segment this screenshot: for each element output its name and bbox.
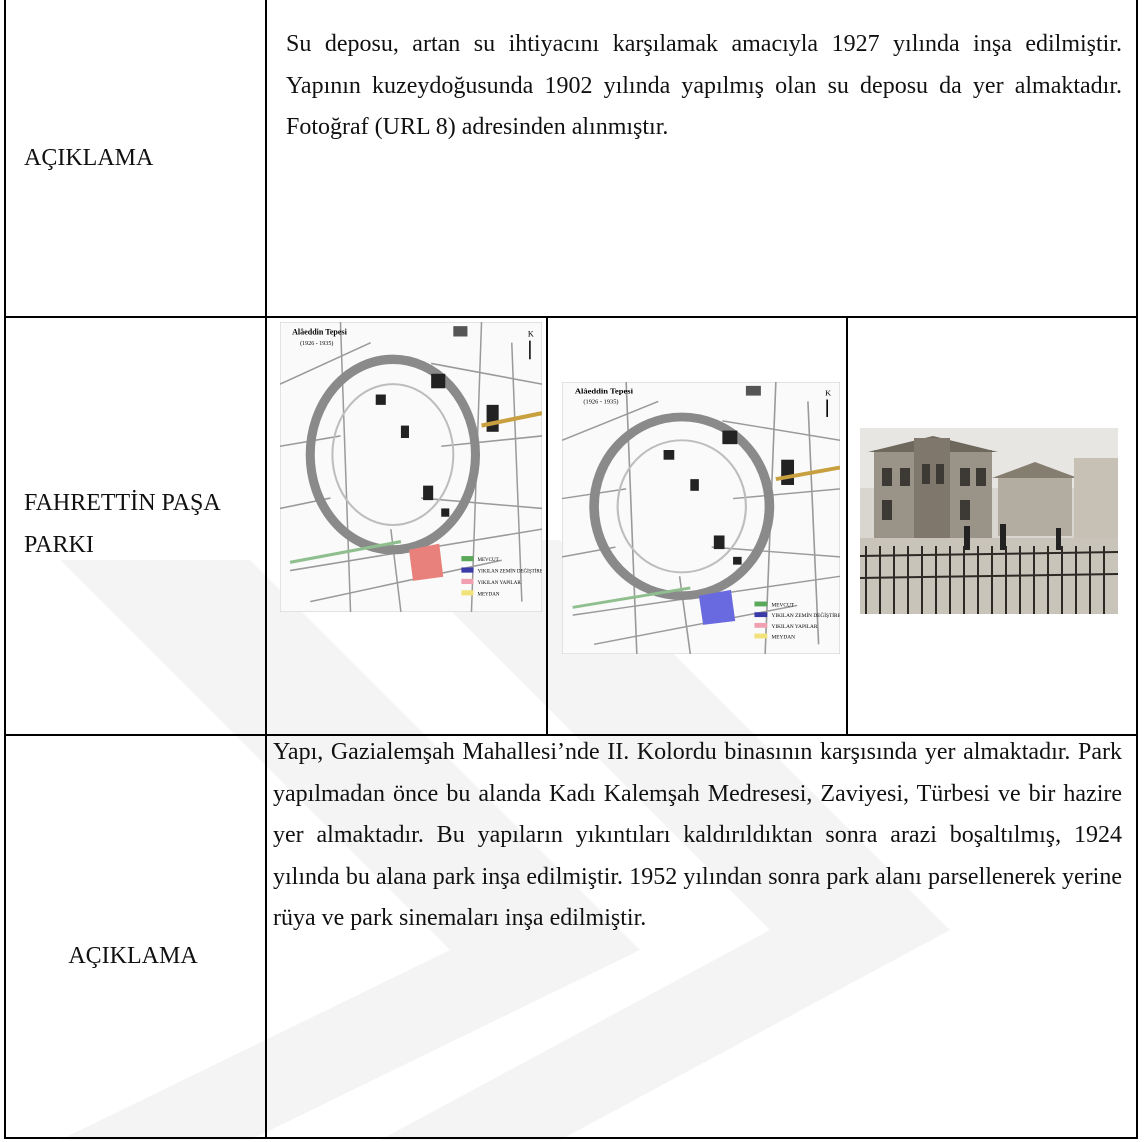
legend-swatch	[461, 556, 474, 562]
row-text: Su deposu, artan su ihtiyacını karşılama…	[286, 31, 1122, 140]
legend-label: MEYDAN	[478, 591, 500, 597]
street	[711, 546, 841, 558]
building	[375, 394, 386, 405]
map-years: (1926 - 1935)	[300, 340, 333, 347]
legend-label: YIKILAN ZEMİN DEĞİŞTİREN	[478, 567, 542, 575]
legend-label: MEVCUT	[478, 557, 500, 563]
border	[546, 317, 548, 735]
building	[733, 556, 742, 565]
road	[289, 540, 402, 564]
building	[690, 479, 699, 491]
street	[421, 497, 543, 510]
street	[431, 362, 543, 385]
map-image: Alâeddin Tepesi (1926 - 1935) K MEVCUT YIKIL…	[279, 321, 547, 613]
building	[722, 430, 738, 445]
building	[400, 425, 409, 438]
building	[441, 508, 450, 517]
road	[572, 586, 691, 609]
park-area	[408, 543, 444, 581]
border	[4, 0, 6, 1139]
road	[481, 411, 543, 428]
border	[4, 734, 1138, 736]
map: Alâeddin Tepesi (1926 - 1935) K MEVCUT YIKIL…	[561, 381, 845, 655]
building	[745, 385, 761, 396]
map-image: Alâeddin Tepesi (1926 - 1935) K MEVCUT YIKIL…	[561, 381, 845, 655]
street	[732, 488, 841, 500]
north-label: K	[528, 329, 534, 338]
legend-swatch	[754, 633, 768, 639]
border	[1136, 0, 1138, 1139]
legend-label: YIKILAN YAPILAR	[478, 580, 522, 586]
legend-swatch	[461, 578, 474, 585]
row-label: AÇIKLAMA	[68, 943, 198, 969]
border	[4, 316, 1138, 318]
map-title: Alâeddin Tepesi	[575, 387, 634, 396]
map-years: (1926 - 1935)	[583, 399, 618, 406]
legend-label: YIKILAN YAPILAR	[772, 624, 818, 630]
legend-swatch	[461, 590, 474, 596]
street	[625, 381, 638, 655]
street	[339, 321, 352, 613]
street	[807, 401, 820, 645]
legend-label: YIKILAN ZEMİN DEĞİŞTİREN	[772, 611, 840, 619]
hill-ring	[589, 412, 775, 601]
border	[846, 317, 848, 735]
row-text: Yapı, Gazialemşah Mahallesi’nde II. Kolo…	[273, 739, 1122, 931]
border	[4, 1137, 1138, 1139]
legend-label: MEYDAN	[772, 635, 796, 641]
map-title: Alâeddin Tepesi	[292, 327, 347, 336]
building	[781, 459, 795, 485]
building	[453, 326, 468, 337]
street	[593, 604, 798, 645]
park-area	[698, 589, 736, 625]
border	[265, 0, 267, 1139]
street	[279, 342, 371, 385]
legend-swatch	[461, 567, 474, 573]
legend-swatch	[754, 612, 768, 618]
road	[775, 465, 841, 482]
street	[441, 435, 543, 448]
building	[423, 485, 434, 501]
map: Alâeddin Tepesi (1926 - 1935) K MEVCUT YIKIL…	[279, 321, 547, 613]
north-label: K	[825, 389, 831, 398]
row-label: AÇIKLAMA	[24, 145, 154, 171]
building	[663, 450, 675, 460]
row-label: FAHRETTİN PAŞA PARKI	[24, 490, 220, 558]
building	[713, 535, 725, 550]
street	[511, 342, 523, 602]
hill-ring	[305, 354, 481, 555]
legend-swatch	[754, 601, 768, 607]
building	[431, 373, 446, 389]
building	[486, 404, 499, 432]
photo	[860, 428, 1118, 614]
legend-label: MEVCUT	[772, 603, 795, 609]
legend-swatch	[754, 622, 768, 628]
street	[310, 559, 502, 603]
street	[722, 420, 841, 442]
hill-ring	[331, 383, 455, 527]
street	[561, 400, 659, 441]
hill-ring	[616, 439, 747, 574]
